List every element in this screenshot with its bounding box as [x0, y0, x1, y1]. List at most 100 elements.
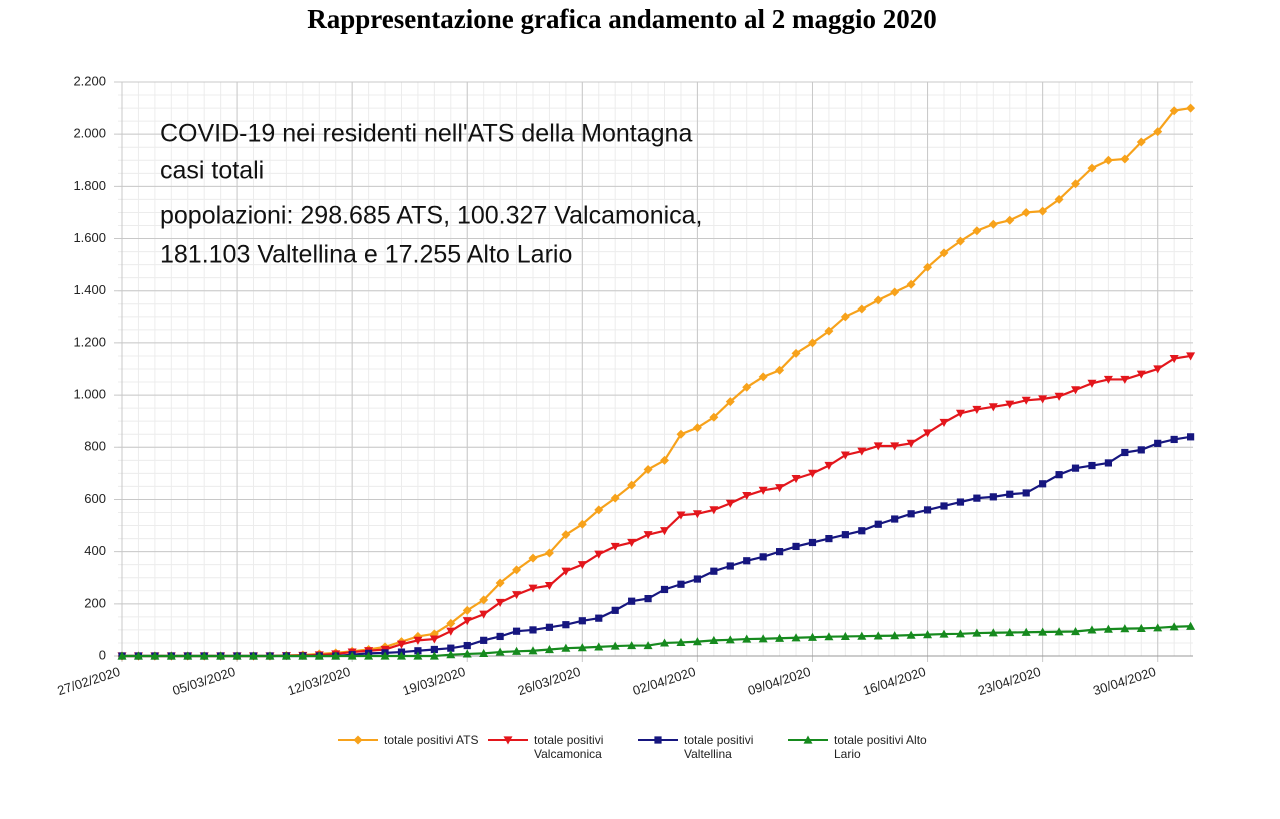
data-point — [644, 595, 652, 603]
data-point — [265, 651, 275, 660]
legend-swatch — [338, 735, 378, 745]
data-point — [660, 638, 670, 647]
data-point — [1153, 365, 1163, 374]
data-point — [923, 506, 932, 514]
data-point — [1120, 154, 1130, 164]
x-tick-label: 12/03/2020 — [286, 664, 353, 698]
data-point — [643, 464, 653, 474]
legend-label: totale positivi Valtellina — [684, 733, 754, 761]
data-point — [1104, 459, 1112, 467]
y-tick-label: 1.600 — [73, 230, 106, 245]
data-point — [1170, 435, 1178, 444]
x-tick-label: 09/04/2020 — [746, 664, 813, 698]
data-point — [726, 562, 734, 570]
data-point — [676, 511, 686, 520]
data-point — [693, 575, 701, 583]
data-point — [133, 651, 143, 660]
data-point — [1022, 489, 1030, 497]
x-tick-label: 19/03/2020 — [401, 664, 468, 698]
legend-marker — [353, 735, 363, 745]
data-point — [512, 591, 522, 600]
data-point — [561, 643, 571, 652]
y-tick-label: 1.000 — [73, 387, 106, 402]
data-point — [1120, 624, 1130, 633]
y-tick-label: 2.200 — [73, 73, 106, 88]
data-point — [1153, 623, 1163, 632]
chart-title: Rappresentazione grafica andamento al 2 … — [307, 4, 936, 34]
x-tick-label: 05/03/2020 — [171, 664, 238, 698]
data-point — [1021, 207, 1031, 217]
data-point — [512, 565, 522, 575]
data-point — [364, 651, 374, 660]
data-point — [1038, 206, 1048, 216]
data-point — [758, 372, 768, 382]
data-point — [660, 527, 670, 536]
data-point — [1071, 179, 1081, 189]
data-point — [1071, 626, 1081, 636]
data-point — [1005, 628, 1015, 637]
data-point — [462, 605, 472, 615]
legend-label: totale positivi Valcamonica — [534, 733, 604, 761]
data-point — [298, 651, 308, 660]
data-point — [562, 621, 570, 629]
data-point — [923, 630, 933, 639]
data-point — [446, 627, 456, 636]
data-point — [413, 651, 423, 660]
y-tick-label: 0 — [99, 647, 106, 662]
data-point — [890, 442, 900, 451]
data-point — [462, 617, 472, 626]
data-point — [956, 498, 965, 506]
data-point — [610, 542, 620, 551]
y-tick-label: 800 — [84, 439, 106, 454]
data-point — [808, 538, 817, 547]
data-point — [840, 451, 850, 460]
data-point — [692, 637, 702, 646]
data-point — [907, 510, 915, 518]
data-point — [281, 651, 291, 660]
data-point — [578, 617, 586, 625]
legend: totale positivi ATS totale positivi Valca… — [336, 733, 936, 761]
legend-item: totale positivi Valcamonica — [486, 733, 636, 761]
data-point — [972, 405, 982, 414]
data-point — [396, 651, 406, 660]
legend-marker — [503, 736, 513, 745]
data-point — [610, 493, 620, 503]
data-point — [792, 542, 800, 551]
data-point — [1005, 400, 1015, 409]
annotation: casi totali — [160, 157, 264, 185]
data-point — [660, 455, 670, 465]
data-point — [692, 510, 702, 519]
data-point — [1103, 624, 1113, 633]
data-point — [807, 338, 817, 348]
data-point — [988, 628, 998, 637]
legend-item: totale positivi ATS — [336, 733, 486, 761]
data-point — [1038, 627, 1048, 636]
annotation: popolazioni: 298.685 ATS, 100.327 Valcam… — [160, 202, 703, 230]
data-point — [940, 502, 948, 510]
y-tick-label: 200 — [84, 595, 106, 610]
data-point — [972, 628, 982, 637]
data-point — [1087, 379, 1097, 388]
series-line — [122, 354, 1191, 658]
data-point — [199, 651, 209, 660]
legend-label: totale positivi Alto Lario — [834, 733, 927, 761]
data-point — [544, 581, 554, 591]
data-point — [824, 326, 834, 336]
data-point — [858, 527, 866, 535]
data-point — [824, 461, 834, 471]
data-point — [988, 403, 998, 412]
data-point — [1154, 439, 1162, 447]
series-line — [122, 435, 1191, 658]
x-tick-label: 16/04/2020 — [861, 664, 928, 698]
data-point — [692, 423, 702, 433]
legend-label: totale positivi ATS — [384, 733, 479, 747]
data-point — [380, 651, 390, 660]
data-point — [544, 548, 554, 558]
data-point — [825, 534, 833, 543]
data-point — [480, 636, 488, 644]
data-point — [776, 548, 784, 556]
y-tick-label: 1.800 — [73, 178, 106, 193]
data-point — [495, 578, 505, 588]
data-point — [446, 650, 456, 659]
